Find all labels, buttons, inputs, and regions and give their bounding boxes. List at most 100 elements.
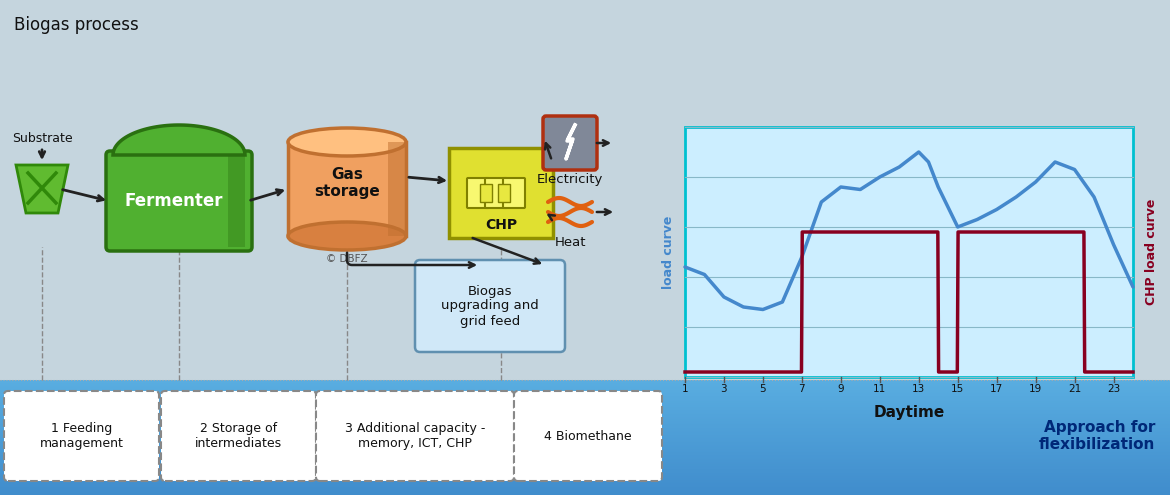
Bar [0, 493, 1170, 494]
Text: Daytime: Daytime [873, 405, 944, 420]
Text: 9: 9 [838, 384, 844, 394]
Bar [0, 417, 1170, 418]
Text: Heat: Heat [555, 236, 586, 249]
Bar [0, 419, 1170, 420]
FancyBboxPatch shape [503, 178, 525, 208]
Bar [498, 184, 510, 202]
Bar [0, 437, 1170, 438]
Bar [0, 443, 1170, 444]
Bar [0, 491, 1170, 492]
Bar [0, 469, 1170, 470]
Bar [0, 412, 1170, 413]
Bar [0, 445, 1170, 446]
Bar [0, 430, 1170, 431]
Bar [0, 406, 1170, 407]
Bar [0, 398, 1170, 399]
Text: 21: 21 [1068, 384, 1081, 394]
Bar [0, 429, 1170, 430]
FancyBboxPatch shape [449, 148, 553, 238]
Bar [0, 390, 1170, 391]
Bar [684, 127, 1133, 377]
Bar [0, 392, 1170, 393]
Polygon shape [228, 155, 245, 247]
Bar [0, 381, 1170, 382]
Bar [0, 479, 1170, 480]
Bar [0, 396, 1170, 397]
Bar [0, 422, 1170, 423]
Bar [0, 391, 1170, 392]
Bar [0, 459, 1170, 460]
Bar [0, 440, 1170, 441]
Bar [0, 478, 1170, 479]
Bar [288, 142, 406, 236]
Bar [0, 492, 1170, 493]
Ellipse shape [288, 222, 406, 250]
Text: 1 Feeding
management: 1 Feeding management [40, 422, 124, 450]
Bar [0, 488, 1170, 489]
Bar [0, 438, 1170, 439]
Bar [0, 489, 1170, 490]
Bar [0, 393, 1170, 394]
Bar [0, 385, 1170, 386]
Bar [0, 466, 1170, 467]
Bar [0, 425, 1170, 426]
Text: 2 Storage of
intermediates: 2 Storage of intermediates [195, 422, 282, 450]
Text: Fermenter: Fermenter [125, 192, 223, 210]
Bar [0, 471, 1170, 472]
Bar [0, 481, 1170, 482]
Bar [0, 463, 1170, 464]
Bar [0, 468, 1170, 469]
Bar [0, 403, 1170, 404]
Bar [0, 485, 1170, 486]
Bar [0, 483, 1170, 484]
Text: 1: 1 [682, 384, 688, 394]
Bar [0, 494, 1170, 495]
FancyBboxPatch shape [467, 178, 489, 208]
Bar [0, 423, 1170, 424]
Bar [0, 427, 1170, 428]
Bar [0, 452, 1170, 453]
Bar [0, 455, 1170, 456]
Bar [0, 458, 1170, 459]
Bar [0, 388, 1170, 389]
FancyBboxPatch shape [4, 391, 159, 481]
Bar [0, 415, 1170, 416]
Bar [0, 407, 1170, 408]
Text: 3 Additional capacity -
memory, ICT, CHP: 3 Additional capacity - memory, ICT, CHP [345, 422, 486, 450]
Bar [0, 433, 1170, 434]
Bar [0, 444, 1170, 445]
Bar [0, 451, 1170, 452]
Ellipse shape [288, 128, 406, 156]
Bar [0, 401, 1170, 402]
Bar [0, 457, 1170, 458]
Bar [0, 404, 1170, 405]
Bar [0, 475, 1170, 476]
Bar [0, 399, 1170, 400]
Bar [0, 473, 1170, 474]
Bar [0, 456, 1170, 457]
Bar [0, 418, 1170, 419]
Bar [0, 487, 1170, 488]
Bar [0, 462, 1170, 463]
Bar [0, 446, 1170, 447]
Bar [0, 389, 1170, 390]
Bar [0, 477, 1170, 478]
Bar [0, 453, 1170, 454]
Bar [0, 410, 1170, 411]
Bar [0, 414, 1170, 415]
Polygon shape [566, 125, 574, 159]
Bar [0, 386, 1170, 387]
Text: Substrate: Substrate [12, 132, 73, 145]
Bar [0, 416, 1170, 417]
FancyBboxPatch shape [514, 391, 662, 481]
Bar [0, 435, 1170, 436]
Text: Biogas
upgrading and
grid feed: Biogas upgrading and grid feed [441, 285, 539, 328]
Bar [0, 447, 1170, 448]
Text: CHP load curve: CHP load curve [1145, 199, 1158, 305]
Bar [0, 490, 1170, 491]
Bar [0, 432, 1170, 433]
FancyBboxPatch shape [486, 178, 507, 208]
Bar [0, 395, 1170, 396]
Bar [0, 467, 1170, 468]
Bar [0, 387, 1170, 388]
